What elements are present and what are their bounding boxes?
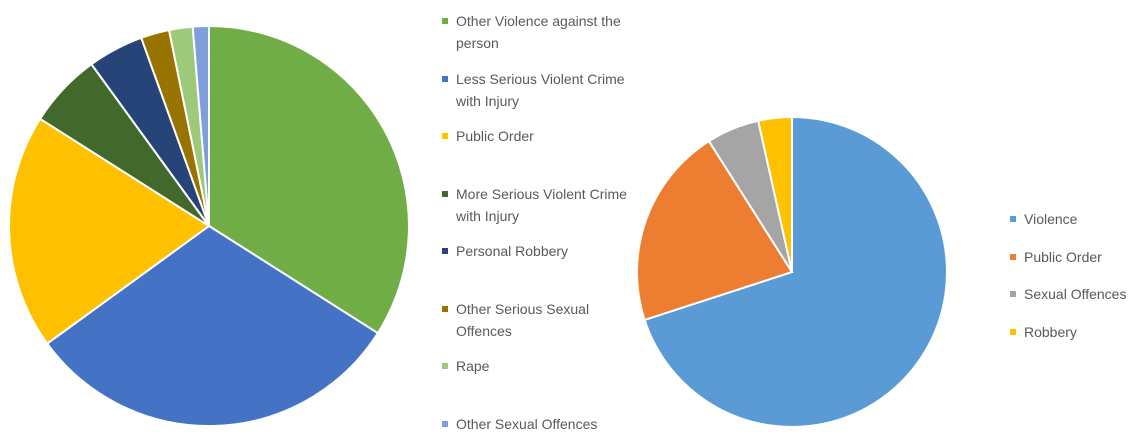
pie-slice bbox=[643, 115, 948, 428]
legend-swatch bbox=[442, 363, 448, 369]
legend-swatch bbox=[442, 248, 448, 254]
pie-slice bbox=[208, 24, 410, 335]
legend-label: Other Serious Sexual Offences bbox=[456, 300, 590, 339]
legend-label: Sexual Offences bbox=[1024, 286, 1127, 302]
legend-label: Other Sexual Offences bbox=[456, 415, 598, 432]
legend-label: Public Order bbox=[456, 128, 534, 144]
legend-label: Less Serious Violent Crime with Injury bbox=[456, 70, 625, 109]
legend-label: Robbery bbox=[1024, 323, 1077, 340]
pie-slice bbox=[756, 115, 793, 273]
legend-swatch bbox=[442, 75, 448, 82]
legend-label: Public Order bbox=[1024, 248, 1102, 265]
legend-label: Violence bbox=[1024, 211, 1078, 227]
legend-swatch bbox=[442, 133, 448, 139]
pie-slice bbox=[45, 224, 380, 427]
pie-slice bbox=[8, 117, 211, 345]
legend-swatch bbox=[1010, 291, 1016, 297]
pie-slice bbox=[191, 24, 210, 227]
pie-slice bbox=[636, 139, 794, 322]
legend-swatch bbox=[1010, 253, 1016, 260]
legend-swatch bbox=[442, 420, 448, 427]
legend-label: More Serious Violent Crime with Injury bbox=[456, 185, 627, 224]
legend-swatch bbox=[1010, 328, 1016, 335]
legend-swatch bbox=[442, 18, 448, 24]
legend-swatch bbox=[1010, 216, 1016, 222]
legend-label: Personal Robbery bbox=[456, 243, 569, 259]
legend-swatch bbox=[442, 190, 448, 197]
legend-swatch bbox=[442, 305, 448, 312]
legend-label: Rape bbox=[456, 358, 490, 374]
legend-label: Other Violence against the person bbox=[456, 13, 621, 51]
